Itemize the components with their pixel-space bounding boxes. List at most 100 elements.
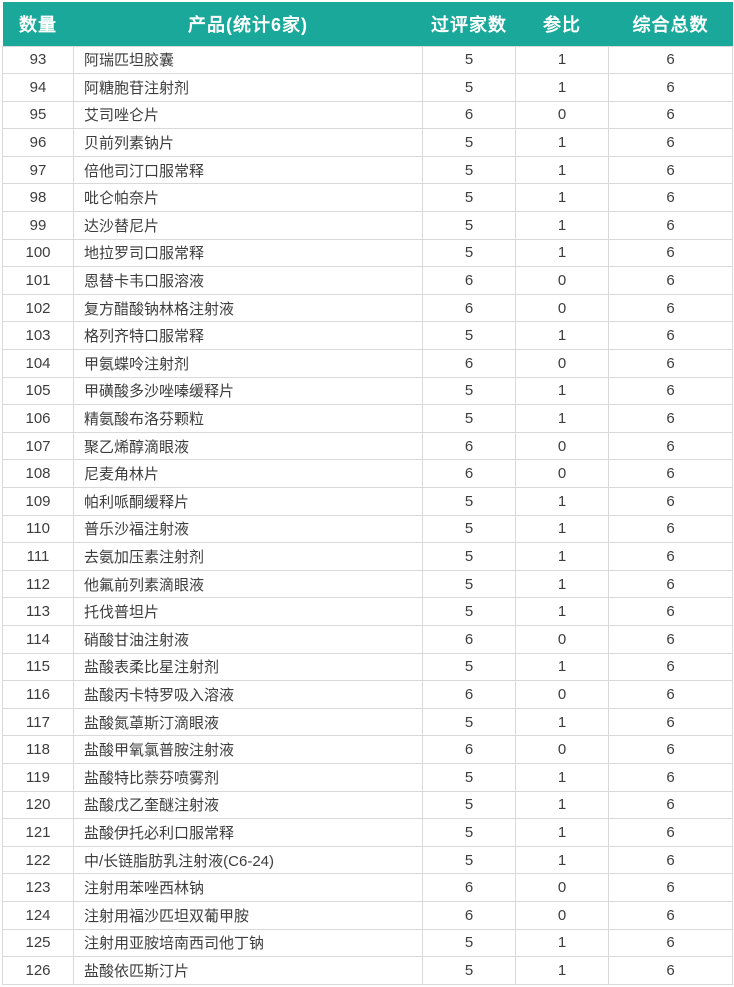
reference-count-cell: 0: [515, 900, 609, 930]
total-count-cell: 6: [608, 956, 733, 985]
reference-count-cell: 1: [515, 155, 609, 185]
passed-count-cell: 5: [422, 790, 516, 820]
passed-count-cell: 5: [422, 542, 516, 571]
passed-count-cell: 5: [422, 404, 516, 433]
product-name-cell: 托伐普坦片: [73, 597, 423, 626]
reference-count-cell: 1: [515, 928, 609, 958]
row-number-cell: 115: [2, 652, 74, 682]
row-number-cell: 94: [2, 73, 74, 102]
row-number-cell: 108: [2, 459, 74, 488]
product-name-cell: 普乐沙福注射液: [73, 514, 423, 544]
passed-count-cell: 6: [422, 624, 516, 654]
passed-count-cell: 6: [422, 900, 516, 930]
table-row: 106 精氨酸布洛芬颗粒 5 1 6: [2, 404, 733, 433]
row-number-cell: 120: [2, 790, 74, 820]
product-name-cell: 中/长链脂肪乳注射液(C6-24): [73, 845, 423, 875]
product-name-cell: 尼麦角林片: [73, 459, 423, 488]
table-row: 113 托伐普坦片 5 1 6: [2, 597, 733, 626]
product-name-cell: 甲氨蝶呤注射剂: [73, 349, 423, 378]
table-row: 123 注射用苯唑西林钠 6 0 6: [2, 873, 733, 902]
table-row: 99 达沙替尼片 5 1 6: [2, 211, 733, 240]
product-name-cell: 硝酸甘油注射液: [73, 624, 423, 654]
product-name-cell: 盐酸依匹斯汀片: [73, 956, 423, 985]
product-name-cell: 吡仑帕奈片: [73, 183, 423, 213]
product-name-cell: 盐酸戊乙奎醚注射液: [73, 790, 423, 820]
passed-count-cell: 6: [422, 680, 516, 709]
product-name-cell: 盐酸伊托必利口服常释: [73, 818, 423, 847]
passed-count-cell: 5: [422, 707, 516, 737]
reference-count-cell: 1: [515, 569, 609, 599]
table-row: 125 注射用亚胺培南西司他丁钠 5 1 6: [2, 928, 733, 958]
table-row: 103 格列齐特口服常释 5 1 6: [2, 321, 733, 351]
product-name-cell: 盐酸丙卡特罗吸入溶液: [73, 680, 423, 709]
reference-count-cell: 1: [515, 845, 609, 875]
header-row: 数量 产品(统计6家) 过评家数 参比 综合总数: [2, 2, 733, 46]
header-passed-count: 过评家数: [422, 2, 516, 46]
total-count-cell: 6: [608, 183, 733, 213]
table-row: 105 甲磺酸多沙唑嗪缓释片 5 1 6: [2, 376, 733, 406]
table-row: 119 盐酸特比萘芬喷雾剂 5 1 6: [2, 762, 733, 792]
table-row: 120 盐酸戊乙奎醚注射液 5 1 6: [2, 790, 733, 820]
reference-count-cell: 1: [515, 487, 609, 516]
table-row: 95 艾司唑仑片 6 0 6: [2, 100, 733, 130]
product-name-cell: 阿瑞匹坦胶囊: [73, 45, 423, 75]
table-row: 124 注射用福沙匹坦双葡甲胺 6 0 6: [2, 900, 733, 930]
table-body: 93 阿瑞匹坦胶囊 5 1 6 94 阿糖胞苷注射剂 5 1 6 95 艾司唑仑片 6 0 6 96 贝前列素钠…: [2, 45, 733, 985]
row-number-cell: 100: [2, 238, 74, 268]
reference-count-cell: 0: [515, 266, 609, 295]
passed-count-cell: 5: [422, 128, 516, 157]
reference-count-cell: 0: [515, 349, 609, 378]
table-row: 107 聚乙烯醇滴眼液 6 0 6: [2, 431, 733, 461]
product-name-cell: 去氨加压素注射剂: [73, 542, 423, 571]
reference-count-cell: 0: [515, 100, 609, 130]
reference-count-cell: 1: [515, 376, 609, 406]
table-row: 110 普乐沙福注射液 5 1 6: [2, 514, 733, 544]
total-count-cell: 6: [608, 873, 733, 902]
product-name-cell: 甲磺酸多沙唑嗪缓释片: [73, 376, 423, 406]
reference-count-cell: 1: [515, 762, 609, 792]
row-number-cell: 107: [2, 431, 74, 461]
total-count-cell: 6: [608, 321, 733, 351]
table-row: 114 硝酸甘油注射液 6 0 6: [2, 624, 733, 654]
passed-count-cell: 5: [422, 183, 516, 213]
total-count-cell: 6: [608, 845, 733, 875]
total-count-cell: 6: [608, 790, 733, 820]
passed-count-cell: 5: [422, 762, 516, 792]
product-name-cell: 复方醋酸钠林格注射液: [73, 293, 423, 323]
row-number-cell: 126: [2, 956, 74, 985]
reference-count-cell: 1: [515, 45, 609, 75]
total-count-cell: 6: [608, 266, 733, 295]
table-row: 108 尼麦角林片 6 0 6: [2, 459, 733, 488]
reference-count-cell: 0: [515, 431, 609, 461]
total-count-cell: 6: [608, 73, 733, 102]
row-number-cell: 101: [2, 266, 74, 295]
row-number-cell: 104: [2, 349, 74, 378]
product-name-cell: 聚乙烯醇滴眼液: [73, 431, 423, 461]
total-count-cell: 6: [608, 652, 733, 682]
passed-count-cell: 5: [422, 73, 516, 102]
total-count-cell: 6: [608, 459, 733, 488]
total-count-cell: 6: [608, 928, 733, 958]
row-number-cell: 93: [2, 45, 74, 75]
product-name-cell: 盐酸氮䓬斯汀滴眼液: [73, 707, 423, 737]
passed-count-cell: 5: [422, 818, 516, 847]
row-number-cell: 96: [2, 128, 74, 157]
row-number-cell: 109: [2, 487, 74, 516]
product-name-cell: 恩替卡韦口服溶液: [73, 266, 423, 295]
total-count-cell: 6: [608, 487, 733, 516]
total-count-cell: 6: [608, 238, 733, 268]
reference-count-cell: 1: [515, 238, 609, 268]
passed-count-cell: 6: [422, 735, 516, 764]
total-count-cell: 6: [608, 431, 733, 461]
total-count-cell: 6: [608, 762, 733, 792]
table-row: 100 地拉罗司口服常释 5 1 6: [2, 238, 733, 268]
total-count-cell: 6: [608, 100, 733, 130]
total-count-cell: 6: [608, 542, 733, 571]
product-name-cell: 他氟前列素滴眼液: [73, 569, 423, 599]
passed-count-cell: 5: [422, 569, 516, 599]
total-count-cell: 6: [608, 45, 733, 75]
passed-count-cell: 5: [422, 928, 516, 958]
row-number-cell: 105: [2, 376, 74, 406]
table-row: 111 去氨加压素注射剂 5 1 6: [2, 542, 733, 571]
